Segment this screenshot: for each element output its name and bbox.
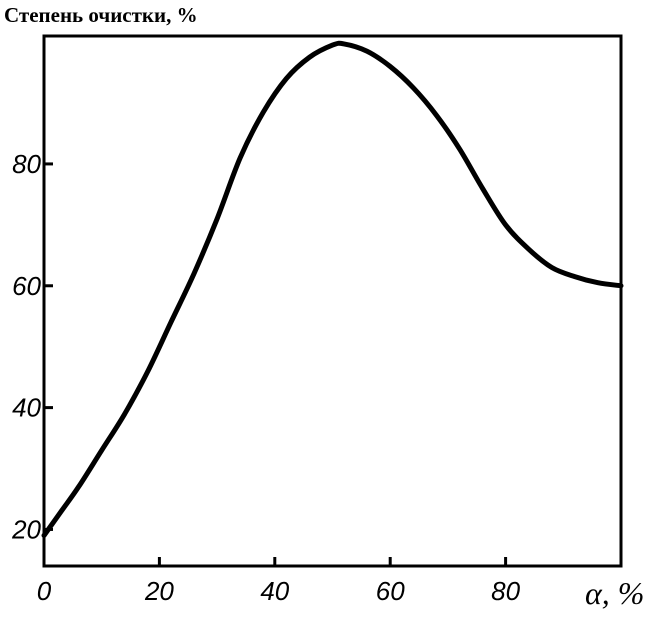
x-tick-label: 80 — [491, 576, 520, 606]
x-tick-label: 60 — [376, 576, 405, 606]
x-axis: 0 20 40 60 80 — [37, 557, 521, 606]
y-tick-label: 80 — [12, 149, 41, 179]
series-line-purification — [41, 40, 624, 538]
x-tick-label: 0 — [37, 576, 52, 606]
y-axis: 20 40 60 80 — [11, 149, 53, 544]
x-tick-label: 20 — [144, 576, 174, 606]
y-tick-label: 60 — [12, 271, 41, 301]
x-axis-unit: , % — [602, 575, 645, 611]
y-tick-label: 40 — [12, 393, 41, 423]
plot-frame — [42, 34, 623, 568]
x-axis-label: α, % — [585, 575, 644, 611]
y-tick-label: 20 — [11, 514, 41, 544]
x-axis-symbol: α — [585, 575, 603, 611]
y-axis-title: Степень очистки, % — [4, 3, 198, 27]
x-tick-label: 40 — [260, 576, 289, 606]
